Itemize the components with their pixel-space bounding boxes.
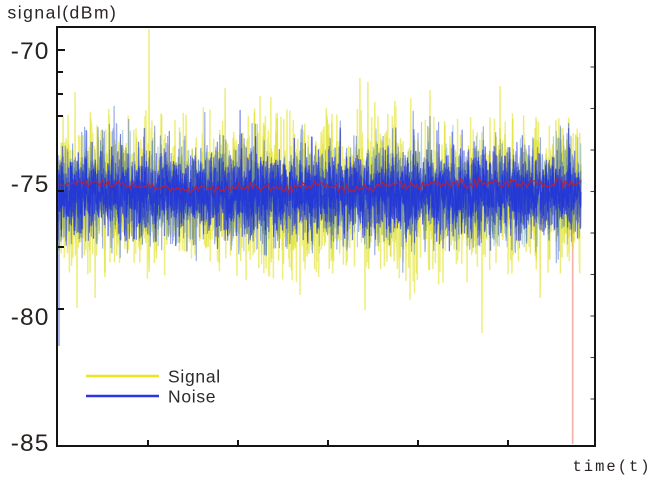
svg-text:-75: -75 (11, 171, 50, 198)
svg-text:Noise: Noise (168, 387, 216, 407)
svg-text:signal(dBm): signal(dBm) (8, 3, 118, 23)
svg-text:-85: -85 (11, 430, 50, 457)
svg-text:-80: -80 (11, 304, 50, 331)
svg-text:time(t): time(t) (573, 458, 652, 476)
svg-text:-70: -70 (11, 38, 50, 65)
svg-text:Signal: Signal (168, 367, 221, 387)
